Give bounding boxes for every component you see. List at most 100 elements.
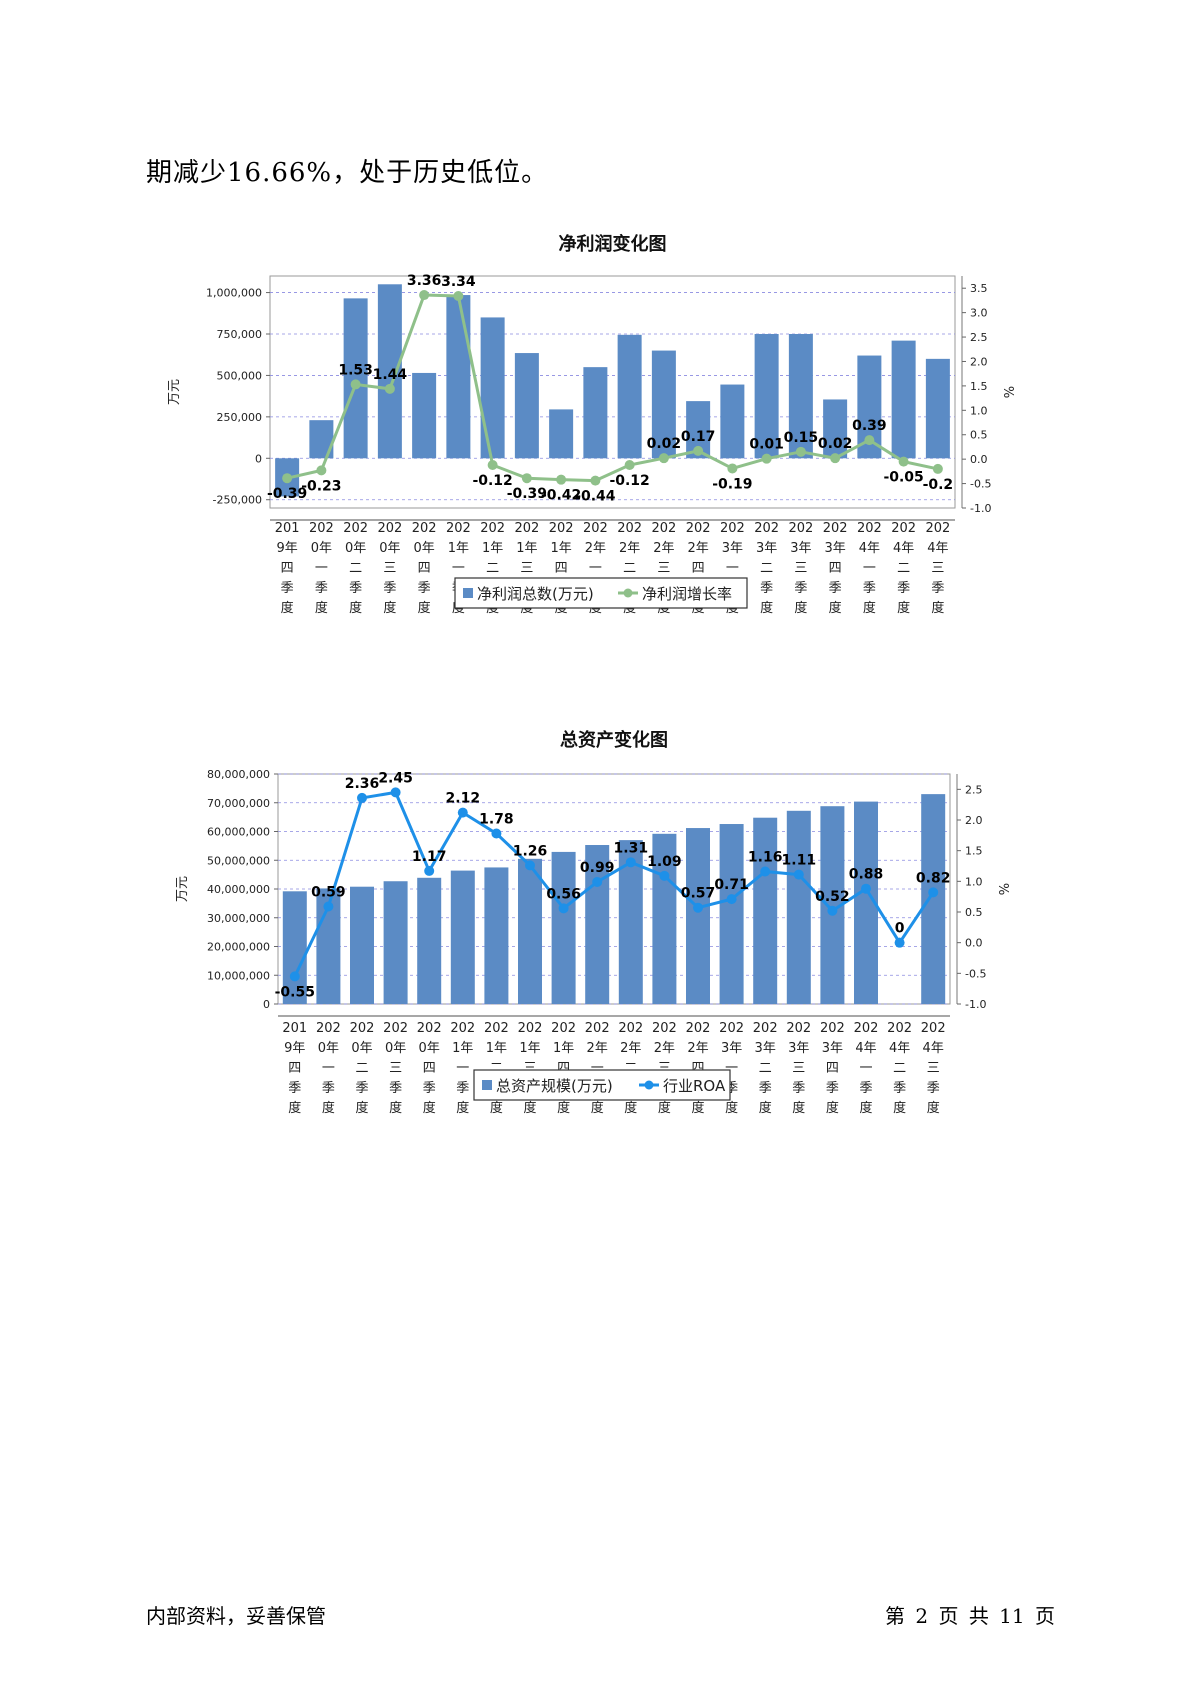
- category-label: 二: [893, 1061, 906, 1076]
- y-tick-label: 70,000,000: [207, 797, 270, 810]
- data-label: 2.12: [446, 791, 481, 807]
- y2-tick-label: -1.0: [965, 998, 986, 1011]
- net-profit-chart: 净利润变化图 -250,000 0 250,000 500,000 750,000 1,00…: [167, 233, 1018, 616]
- y-tick-label: -250,000: [213, 494, 262, 507]
- category-label: 0年: [351, 1041, 372, 1056]
- y2-tick-label: 1.0: [970, 404, 988, 417]
- category-label: 202: [343, 521, 368, 536]
- category-label: 季: [383, 581, 396, 596]
- category-label: 1年: [553, 1041, 574, 1056]
- bar: [719, 824, 744, 1004]
- category-label: 0年: [311, 541, 332, 556]
- line-point: [693, 902, 703, 913]
- category-label: 1年: [516, 541, 537, 556]
- category-label: 季: [281, 581, 294, 596]
- category-label: 202: [549, 521, 574, 536]
- category-label: 202: [788, 521, 813, 536]
- category-label: 度: [931, 600, 944, 616]
- line-point: [861, 883, 871, 894]
- bar: [350, 886, 374, 1004]
- category-label: 度: [591, 1100, 604, 1116]
- legend-line-label: 净利润增长率: [642, 585, 732, 603]
- footer-page-number: 第 2 页 共 11 页: [885, 1604, 1055, 1628]
- category-label: 4年: [859, 541, 880, 556]
- category-label: 202: [652, 1021, 677, 1036]
- legend-line-marker: [644, 1080, 654, 1090]
- line-point: [760, 866, 771, 877]
- category-label: 202: [309, 521, 334, 536]
- category-label: 202: [551, 1021, 576, 1036]
- data-label: 1.09: [647, 854, 682, 870]
- data-label: -0.55: [275, 984, 315, 1000]
- category-label: 4年: [927, 541, 948, 556]
- category-label: 2年: [653, 541, 674, 556]
- category-label: 202: [753, 1021, 778, 1036]
- category-label: 度: [383, 600, 396, 616]
- category-label: 202: [686, 1021, 711, 1036]
- data-label: 1.78: [479, 811, 514, 827]
- line-point: [384, 383, 395, 394]
- category-label: 二: [623, 561, 636, 576]
- category-label: 度: [322, 1100, 335, 1116]
- category-label: 四: [829, 561, 842, 576]
- category-label: 3年: [790, 541, 811, 556]
- category-label: 度: [897, 600, 910, 616]
- line-point: [592, 876, 603, 887]
- category-label: 四: [826, 1061, 839, 1076]
- intro-paragraph: 期减少16.66%，处于历史低位。: [146, 158, 549, 188]
- data-label: 1.53: [338, 362, 373, 378]
- data-label: 3.34: [441, 274, 476, 290]
- category-label: 二: [760, 561, 773, 576]
- category-label: 2年: [687, 1041, 708, 1056]
- category-label: 201: [275, 521, 300, 536]
- y-tick-label: 50,000,000: [207, 854, 270, 867]
- legend-line-label: 行业ROA: [663, 1077, 726, 1095]
- y-tick-label: 250,000: [217, 411, 263, 424]
- category-label: 1年: [519, 1041, 540, 1056]
- line-point: [864, 435, 875, 446]
- category-label: 一: [859, 1061, 872, 1076]
- category-label: 一: [452, 561, 465, 576]
- y2-tick-label: 0.0: [965, 937, 983, 950]
- category-label: 202: [617, 521, 642, 536]
- category-label: 一: [315, 561, 328, 576]
- category-label: 3年: [822, 1041, 843, 1056]
- category-label: 202: [820, 1021, 845, 1036]
- data-label: -0.42: [541, 488, 581, 504]
- category-label: 二: [897, 561, 910, 576]
- category-label: 度: [349, 600, 362, 616]
- data-label: 0.59: [311, 884, 346, 900]
- category-label: 一: [863, 561, 876, 576]
- data-label: -0.12: [609, 473, 649, 489]
- line-point: [830, 453, 841, 464]
- category-label: 季: [794, 581, 807, 596]
- bar: [585, 845, 610, 1004]
- y2-tick-label: 0.5: [965, 906, 983, 919]
- line-point: [726, 894, 737, 905]
- category-label: 度: [423, 1100, 436, 1116]
- data-label: 0.52: [815, 889, 850, 905]
- data-label: 0.17: [681, 429, 716, 445]
- line-point: [491, 828, 502, 839]
- data-label: -0.39: [267, 486, 307, 502]
- legend-bar-swatch: [482, 1080, 492, 1090]
- bar: [412, 372, 437, 459]
- category-label: 3年: [721, 1041, 742, 1056]
- category-label: 三: [927, 1061, 940, 1076]
- category-label: 0年: [345, 541, 366, 556]
- category-label: 202: [350, 1021, 375, 1036]
- category-label: 2年: [619, 541, 640, 556]
- category-label: 四: [288, 1061, 301, 1076]
- data-label: 1.26: [513, 843, 548, 859]
- category-label: 202: [383, 1021, 408, 1036]
- category-label: 201: [282, 1021, 307, 1036]
- bar: [921, 794, 946, 1004]
- category-label: 202: [518, 1021, 543, 1036]
- data-label: -0.39: [507, 486, 547, 502]
- line-point: [659, 870, 670, 881]
- category-label: 季: [355, 1081, 368, 1096]
- bar: [343, 298, 368, 459]
- line-point: [453, 291, 464, 302]
- category-label: 季: [829, 581, 842, 596]
- line-point: [457, 807, 468, 818]
